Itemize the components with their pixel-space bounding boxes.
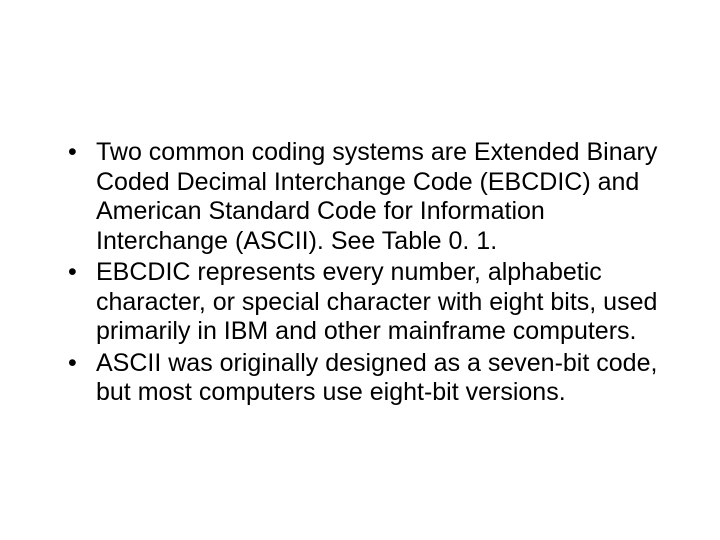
bullet-list: Two common coding systems are Extended B… xyxy=(60,138,660,408)
slide: Two common coding systems are Extended B… xyxy=(0,0,720,540)
list-item: Two common coding systems are Extended B… xyxy=(60,138,660,256)
bullet-text: EBCDIC represents every number, alphabet… xyxy=(96,258,657,345)
list-item: EBCDIC represents every number, alphabet… xyxy=(60,258,660,347)
bullet-text: ASCII was originally designed as a seven… xyxy=(96,349,657,407)
bullet-text: Two common coding systems are Extended B… xyxy=(96,138,657,255)
list-item: ASCII was originally designed as a seven… xyxy=(60,349,660,408)
